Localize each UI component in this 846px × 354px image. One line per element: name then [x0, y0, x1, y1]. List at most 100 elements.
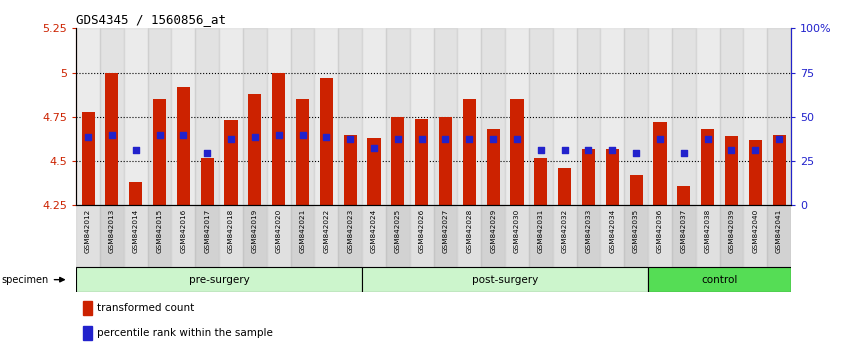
Bar [367, 138, 381, 205]
Text: post-surgery: post-surgery [472, 275, 538, 285]
Bar [291, 28, 315, 205]
Point [534, 147, 547, 152]
Bar [458, 28, 481, 205]
Bar [266, 28, 291, 205]
Bar [338, 205, 362, 267]
Text: GSM842028: GSM842028 [466, 209, 472, 253]
Bar [624, 205, 648, 267]
Bar [606, 149, 618, 205]
Point [81, 134, 95, 140]
Bar [767, 28, 791, 205]
Point [296, 133, 310, 138]
Text: GSM842040: GSM842040 [752, 209, 758, 253]
Bar [552, 28, 576, 205]
Text: GSM842033: GSM842033 [585, 209, 591, 253]
Bar [296, 99, 309, 205]
Text: GSM842025: GSM842025 [395, 209, 401, 253]
Bar [392, 117, 404, 205]
Text: GSM842024: GSM842024 [371, 209, 377, 253]
Bar [219, 28, 243, 205]
Bar [772, 135, 786, 205]
Bar [147, 28, 172, 205]
Text: GSM842029: GSM842029 [490, 209, 496, 253]
Text: GSM842017: GSM842017 [204, 209, 210, 253]
Text: GSM842014: GSM842014 [133, 209, 139, 253]
Bar [177, 87, 190, 205]
Point [653, 136, 667, 142]
Bar [648, 205, 672, 267]
Bar [505, 205, 529, 267]
Bar [266, 205, 291, 267]
Bar [744, 28, 767, 205]
Text: control: control [701, 275, 738, 285]
Bar [81, 112, 95, 205]
Bar [535, 158, 547, 205]
Point [153, 133, 167, 138]
Text: GSM842038: GSM842038 [705, 209, 711, 253]
Bar [243, 28, 266, 205]
Bar [749, 140, 761, 205]
Point [463, 136, 476, 142]
Bar [153, 99, 166, 205]
Bar [76, 28, 100, 205]
Text: GSM842016: GSM842016 [180, 209, 186, 253]
Bar [463, 99, 475, 205]
Text: percentile rank within the sample: percentile rank within the sample [97, 328, 273, 338]
Bar [195, 28, 219, 205]
Point [558, 147, 571, 152]
Bar [249, 94, 261, 205]
Bar [577, 28, 601, 205]
Bar [386, 28, 409, 205]
Bar [529, 205, 552, 267]
Text: GSM842013: GSM842013 [109, 209, 115, 253]
Text: GSM842021: GSM842021 [299, 209, 305, 253]
Point [391, 136, 404, 142]
Bar [83, 301, 92, 315]
Bar [486, 129, 500, 205]
Bar [510, 99, 524, 205]
Text: GSM842018: GSM842018 [228, 209, 234, 253]
Bar [672, 205, 695, 267]
Text: GSM842019: GSM842019 [252, 209, 258, 253]
Bar [362, 205, 386, 267]
Bar [362, 28, 386, 205]
Bar [320, 78, 332, 205]
Text: GSM842036: GSM842036 [657, 209, 663, 253]
Bar [76, 267, 362, 292]
Bar [695, 205, 719, 267]
Text: GSM842041: GSM842041 [776, 209, 782, 253]
Bar [172, 28, 195, 205]
Bar [100, 28, 124, 205]
Text: GSM842035: GSM842035 [633, 209, 639, 253]
Point [201, 150, 214, 156]
Bar [648, 28, 672, 205]
Bar [505, 28, 529, 205]
Text: pre-surgery: pre-surgery [189, 275, 250, 285]
Bar [195, 205, 219, 267]
Text: transformed count: transformed count [97, 303, 195, 313]
Bar [725, 136, 738, 205]
Point [343, 136, 357, 142]
Point [367, 145, 381, 150]
Bar [653, 122, 667, 205]
Bar [719, 28, 744, 205]
Bar [124, 28, 147, 205]
Point [725, 147, 739, 152]
Bar [672, 28, 695, 205]
Point [510, 136, 524, 142]
Bar [219, 205, 243, 267]
Point [320, 134, 333, 140]
Bar [129, 182, 142, 205]
Bar [343, 135, 357, 205]
Bar [100, 205, 124, 267]
Point [129, 147, 142, 152]
Bar [552, 205, 576, 267]
Text: GSM842032: GSM842032 [562, 209, 568, 253]
Bar [124, 205, 147, 267]
Text: GSM842023: GSM842023 [347, 209, 353, 253]
Bar [409, 28, 434, 205]
Bar [272, 73, 285, 205]
Point [749, 147, 762, 152]
Bar [224, 120, 238, 205]
Text: GSM842020: GSM842020 [276, 209, 282, 253]
